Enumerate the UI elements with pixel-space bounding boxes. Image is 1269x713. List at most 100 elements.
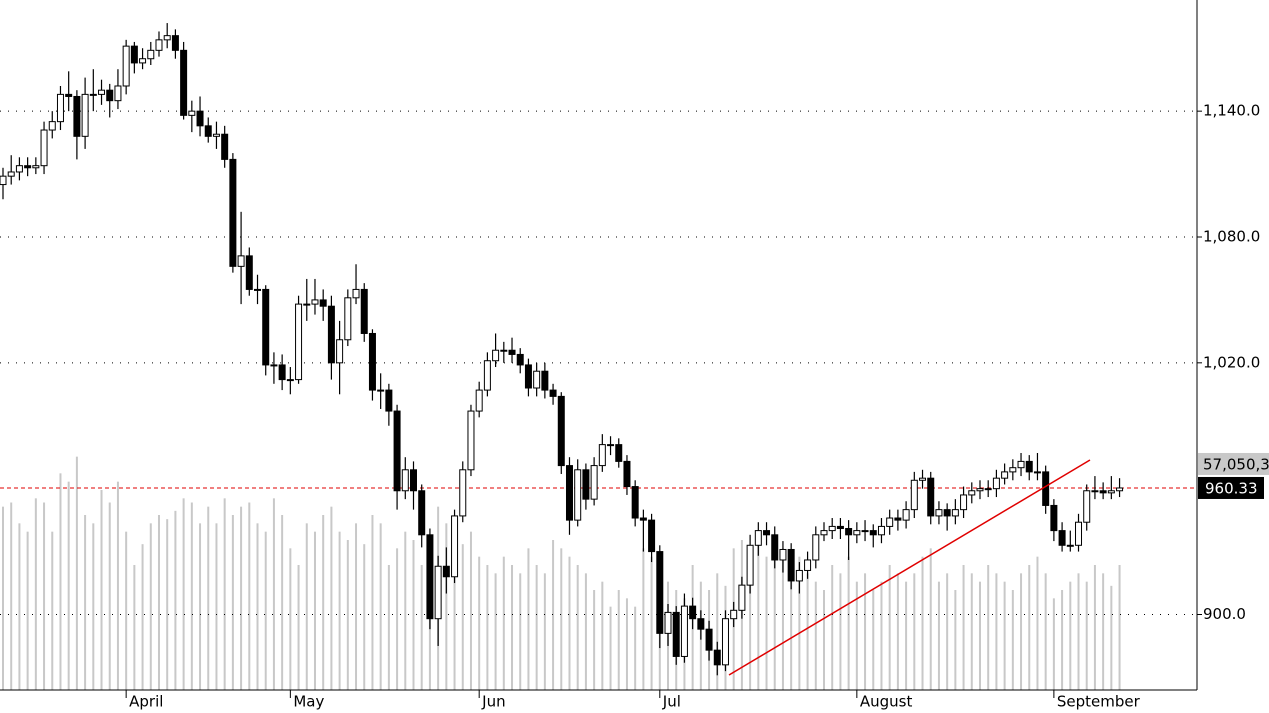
candle-body (98, 89, 106, 95)
candle-body (894, 517, 902, 521)
volume-bar (1052, 598, 1055, 690)
volume-bar (1102, 573, 1105, 690)
volume-bar (1020, 573, 1023, 690)
candle-body (656, 551, 664, 634)
candle-body (1099, 490, 1107, 494)
candle-body (713, 649, 721, 666)
volume-bar (773, 540, 776, 690)
candle-body (549, 389, 557, 397)
candle-body (89, 93, 97, 96)
candle-body (196, 110, 204, 127)
volume-bar (642, 548, 645, 690)
candle-body (130, 45, 138, 64)
candle-body (188, 110, 196, 116)
volume-bar (543, 573, 546, 690)
candle-body (689, 605, 697, 620)
candle-body (639, 517, 647, 521)
volume-bar (502, 556, 505, 690)
candle-body (7, 171, 15, 177)
candle-body (960, 494, 968, 511)
candle-body (615, 444, 623, 462)
volume-bar (1003, 581, 1006, 690)
volume-bar (371, 515, 374, 690)
volume-bar (987, 565, 990, 690)
y-tick-label: 1,080.0 (1203, 227, 1260, 245)
volume-bar (355, 523, 358, 690)
volume-bar (256, 523, 259, 690)
volume-bar (2, 506, 4, 690)
volume-bar (313, 531, 316, 690)
candle-body (574, 469, 582, 521)
candle-body (968, 490, 976, 496)
volume-bar (1036, 556, 1039, 690)
candle-body (492, 349, 500, 362)
candle-body (360, 288, 368, 334)
candle-body (229, 158, 237, 267)
volume-bar (823, 590, 825, 690)
y-tick-label: 1,140.0 (1203, 102, 1260, 120)
candle-body (886, 517, 894, 527)
volume-bar (240, 506, 243, 690)
candle-body (401, 469, 409, 492)
volume-bar (10, 502, 13, 690)
volume-bar (937, 581, 940, 690)
candle-body (56, 93, 64, 123)
candle-body (475, 389, 483, 412)
volume-bar (75, 456, 78, 690)
volume-bar (970, 573, 973, 690)
candle-body (295, 303, 303, 381)
volume-bar (1011, 590, 1014, 690)
volume-bar (149, 523, 152, 690)
candle-body (1058, 530, 1066, 546)
volume-bar (1061, 590, 1064, 690)
x-tick-label: September (1057, 693, 1141, 711)
candle-body (836, 525, 844, 530)
volume-bar (511, 565, 514, 690)
volume-bar (855, 581, 858, 690)
volume-bar (84, 515, 87, 690)
candle-body (812, 534, 820, 561)
candle-body (327, 305, 335, 364)
volume-bar (34, 498, 37, 690)
candle-body (590, 465, 598, 500)
candle-body (65, 93, 73, 97)
candle-body (763, 530, 771, 536)
candle-body (32, 165, 40, 169)
candle-body (319, 299, 327, 307)
volume-bar (905, 581, 908, 690)
candle-body (114, 85, 122, 102)
volume-bar (363, 544, 366, 690)
volume-bar (839, 573, 842, 690)
volume-bar (116, 481, 119, 690)
volume-bar (617, 590, 620, 690)
volume-bar (108, 502, 111, 690)
volume-bar (913, 573, 916, 690)
candle-body (270, 364, 278, 367)
x-tick-label: Jun (481, 693, 505, 711)
candle-body (212, 133, 220, 137)
volume-bar (387, 565, 390, 690)
volume-bar (289, 548, 292, 690)
volume-bar (790, 565, 793, 690)
volume-bar (609, 606, 612, 690)
candle-body (24, 165, 32, 169)
candle-body (861, 530, 869, 533)
candle-body (1107, 490, 1115, 494)
volume-label-box (1198, 452, 1269, 475)
volume-bar (43, 502, 46, 690)
volume-bar (445, 523, 448, 690)
volume-layer (2, 456, 1121, 690)
candle-body (607, 444, 615, 447)
volume-bar (478, 556, 481, 690)
candle-body (516, 353, 524, 366)
candle-body (664, 611, 672, 634)
candle-body (869, 530, 877, 536)
candle-body (122, 45, 130, 87)
volume-bar (486, 565, 489, 690)
volume-bar (59, 473, 62, 690)
candle-body (483, 360, 491, 391)
volume-bar (896, 573, 899, 690)
candle-body (943, 509, 951, 517)
candle-body (204, 125, 212, 137)
